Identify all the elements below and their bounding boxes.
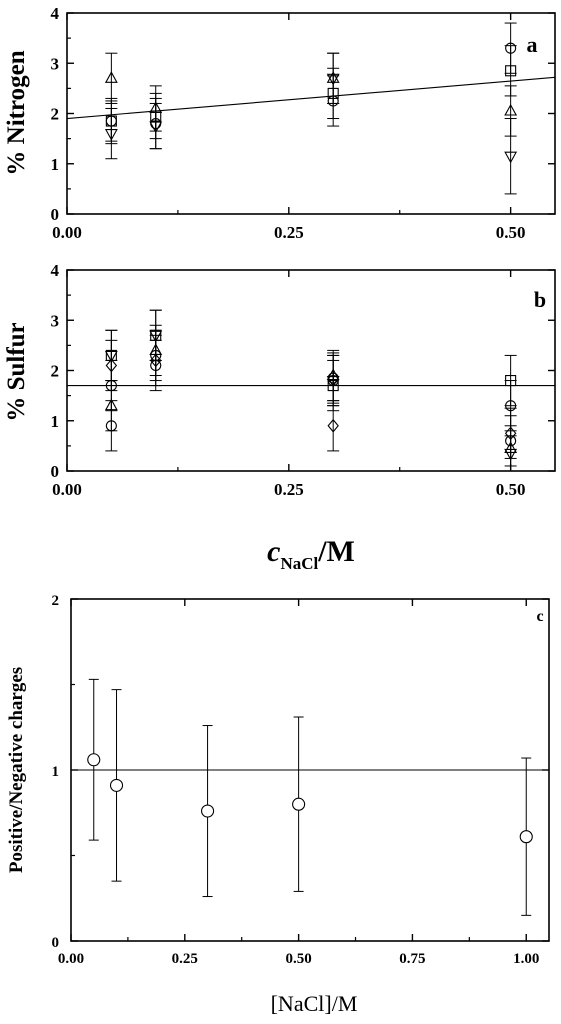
data-marks-b [67,309,555,472]
y-tick-label-c-1: 1 [52,764,60,780]
fit-line-a [66,76,556,120]
data-point-a-s3-p0 [104,129,118,141]
y-tick-label-a-2: 2 [51,105,60,124]
data-point-a-s2-p0 [104,71,118,83]
y-tick-label-a-3: 3 [51,54,60,73]
y-tick-label-a-1: 1 [51,155,60,174]
panel-b-sulfur: 0.00 0.25 0.50 0 1 2 3 4 b % Sulfur cNaCl/M [3,261,556,573]
data-point-b-s5-p0 [105,380,117,392]
x-axis-label-b: cNaCl/M [267,535,355,573]
y-tick-label-c-0: 0 [52,935,60,951]
y-tick-label-b-1: 1 [51,412,60,431]
x-tick-label-a-1: 0.25 [274,223,304,242]
x-axis-label-c: [NaCl]/M [271,991,358,1016]
data-point-a-s2-p3 [504,103,518,116]
data-point-a-s3-p1 [149,121,163,134]
panel-label-a: a [527,32,538,57]
data-point-b-s1-p3 [505,374,517,387]
x-axis-label-b-tail: /M [317,535,355,568]
x-tick-label-b-1: 0.25 [274,480,304,499]
data-point-b-s4-p2 [327,418,339,433]
data-point-a-s3-p2 [326,73,340,86]
data-point-a-s3-p3 [504,151,518,164]
y-tick-label-a-0: 0 [51,205,60,224]
plot-frame-a [66,12,556,215]
data-point-b-s3-p1 [149,330,163,343]
x-axis-label-b-sub: NaCl [280,554,318,573]
y-tick-label-b-2: 2 [51,362,60,381]
panel-a-nitrogen: 0.00 0.25 0.50 0 1 2 3 4 a % Nitrogen [3,4,556,242]
data-marks-c [71,678,549,916]
y-tick-label-b-0: 0 [51,462,60,481]
x-tick-label-c-1: 0.25 [172,951,198,967]
data-point-b-s5-p3 [505,435,517,447]
y-tick-label-a-4: 4 [51,4,60,23]
x-tick-label-a-0: 0.00 [52,223,82,242]
ticks-c: 0.00 0.25 0.50 0.75 1.00 0 1 2 [52,593,549,967]
panel-label-c: c [536,608,543,625]
panel-c-charges: 0.00 0.25 0.50 0.75 1.00 0 1 2 c Positive/Negat… [6,593,550,1016]
x-tick-label-c-3: 0.75 [399,951,425,967]
y-axis-label-b: % Sulfur [3,322,30,421]
ticks-a: 0.00 0.25 0.50 0 1 2 3 4 [51,4,555,242]
ticks-b: 0.00 0.25 0.50 0 1 2 3 4 [51,261,555,499]
x-tick-label-b-0: 0.00 [52,480,82,499]
data-point-b-s5-p1 [150,359,162,372]
plot-frame-b [66,269,556,472]
data-point-b-s5-p2 [327,372,339,384]
y-axis-label-c: Positive/Negative charges [6,667,27,873]
data-point-a-s1-p3 [505,65,517,77]
y-tick-label-b-3: 3 [51,311,60,330]
y-axis-label-a: % Nitrogen [3,50,30,175]
data-point-c-s0-p0 [87,753,101,767]
data-point-c-s0-p2 [201,804,215,818]
x-tick-label-c-4: 1.00 [513,951,539,967]
x-tick-label-c-2: 0.50 [285,951,311,967]
panel-label-b: b [534,287,546,312]
x-tick-label-c-0: 0.00 [58,951,84,967]
x-tick-label-a-2: 0.50 [496,223,526,242]
y-tick-label-b-4: 4 [51,261,60,280]
data-marks-a [66,22,556,195]
x-axis-label-b-main: c [267,535,280,568]
data-point-c-s0-p3 [292,797,306,811]
data-point-c-s0-p1 [109,778,124,792]
data-point-c-s0-p4 [519,830,533,844]
y-tick-label-c-2: 2 [52,593,60,609]
x-tick-label-b-2: 0.50 [496,480,526,499]
